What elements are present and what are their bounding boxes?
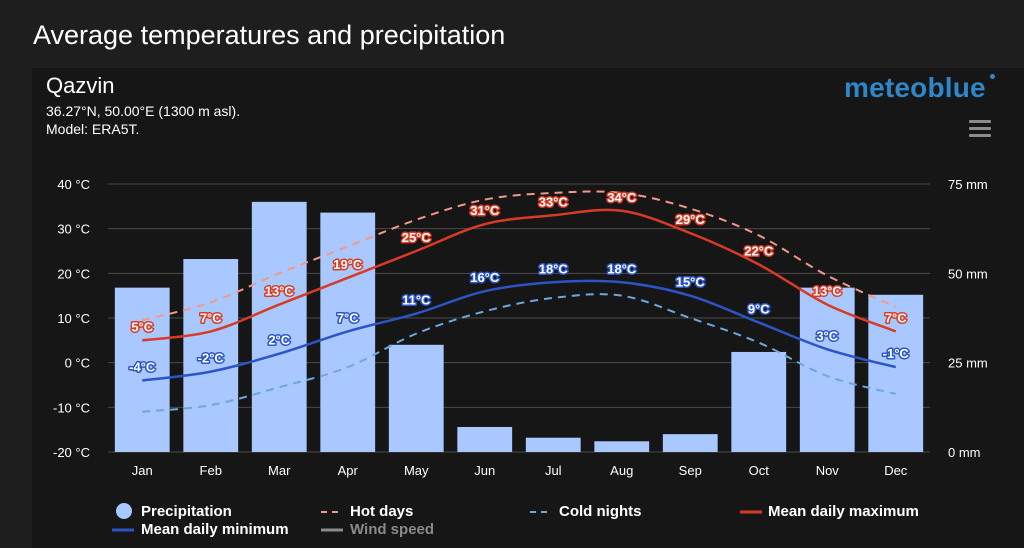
brand-logo: meteoblue — [844, 72, 986, 103]
series-lines — [141, 190, 897, 413]
precipitation-bars — [114, 201, 924, 452]
precipitation-bar — [594, 441, 650, 452]
mean-daily-minimum-label: 18°C — [607, 261, 637, 276]
mean-daily-minimum-label: 2°C — [268, 333, 290, 348]
mean-daily-maximum-label: 19°C — [333, 257, 363, 272]
mean-daily-maximum-label: 25°C — [402, 230, 432, 245]
legend-wind-speed-swatch — [321, 528, 343, 532]
legend-cold-nights[interactable]: Cold nights — [559, 503, 642, 520]
mean-daily-maximum-label: 29°C — [676, 212, 706, 227]
mean-daily-maximum-label: 13°C — [813, 284, 843, 299]
hamburger-menu-icon[interactable] — [969, 120, 991, 137]
y-right-tick-label: 0 mm — [948, 445, 981, 460]
x-tick-label: Jul — [545, 463, 562, 478]
y-left-tick-label: 40 °C — [57, 177, 90, 192]
x-tick-label: Oct — [749, 463, 770, 478]
precipitation-bar — [251, 201, 307, 452]
precipitation-bar — [183, 259, 239, 452]
x-tick-label: Mar — [268, 463, 291, 478]
mean-daily-maximum-line — [142, 208, 897, 342]
page-title: Average temperatures and precipitation — [33, 20, 506, 50]
mean-daily-minimum-line — [142, 279, 897, 382]
mean-daily-minimum-label: -1°C — [883, 346, 910, 361]
precipitation-bar — [799, 287, 855, 452]
y-right-tick-label: 75 mm — [948, 177, 988, 192]
y-left-tick-label: -10 °C — [53, 400, 90, 415]
cold-nights-line — [142, 293, 897, 413]
legend-hot-days-swatch — [321, 511, 343, 513]
mean-daily-minimum-label: 16°C — [470, 270, 500, 285]
grid — [108, 183, 930, 453]
legend-wind-speed[interactable]: Wind speed — [350, 521, 435, 538]
legend-mean-daily-maximum[interactable]: Mean daily maximum — [768, 503, 919, 520]
x-tick-label: Apr — [338, 463, 359, 478]
mean-daily-maximum-label: 34°C — [607, 190, 637, 205]
mean-daily-minimum-label: 3°C — [816, 328, 838, 343]
x-tick-label: Jun — [474, 463, 495, 478]
x-tick-label: Feb — [200, 463, 222, 478]
mean-daily-maximum-label: 33°C — [539, 194, 569, 209]
axes: 40 °C 30 °C 20 °C 10 °C 0 °C -10 °C -20 °C 75 m… — [53, 177, 988, 478]
location-coordinates: 36.27°N, 50.00°E (1300 m asl). — [46, 103, 241, 119]
hot-days-line — [141, 190, 897, 322]
precipitation-bar — [868, 294, 924, 452]
mean-daily-minimum-label: 15°C — [676, 275, 706, 290]
x-tick-label: Jan — [132, 463, 153, 478]
y-left-tick-label: 30 °C — [57, 222, 90, 237]
legend-precipitation[interactable]: Precipitation — [141, 503, 232, 520]
y-right-tick-label: 50 mm — [948, 266, 988, 281]
legend-mean-daily-minimum-swatch — [112, 528, 134, 532]
mean-daily-minimum-label: -4°C — [129, 360, 156, 375]
location-name: Qazvin — [46, 73, 115, 98]
legend-hot-days[interactable]: Hot days — [350, 503, 414, 520]
y-right-tick-label: 25 mm — [948, 356, 988, 371]
mean-daily-minimum-label: 18°C — [539, 261, 569, 276]
precipitation-bar — [731, 351, 787, 452]
precipitation-bar — [525, 437, 581, 452]
mean-daily-maximum-label: 13°C — [265, 284, 295, 299]
y-left-tick-label: 0 °C — [65, 356, 90, 371]
precipitation-bar — [457, 426, 513, 452]
precipitation-bar — [388, 344, 444, 452]
legend-cold-nights-swatch — [530, 511, 552, 513]
mean-daily-maximum-label: 31°C — [470, 203, 500, 218]
x-tick-label: Nov — [816, 463, 840, 478]
legend-mean-daily-minimum[interactable]: Mean daily minimum — [141, 521, 289, 538]
mean-daily-minimum-label: -2°C — [198, 351, 225, 366]
x-tick-label: Dec — [884, 463, 908, 478]
mean-daily-minimum-label: 7°C — [337, 310, 359, 325]
y-left-tick-label: 10 °C — [57, 311, 90, 326]
model-label: Model: ERA5T. — [46, 121, 140, 137]
y-left-tick-label: 20 °C — [57, 266, 90, 281]
data-labels: 5°C 7°C 13°C 19°C 25°C 31°C 33°C 34°C 29°C 22°C 13… — [128, 188, 911, 376]
mean-daily-minimum-label: 9°C — [748, 301, 770, 316]
mean-daily-maximum-label: 5°C — [131, 319, 153, 334]
mean-daily-maximum-label: 7°C — [200, 310, 222, 325]
precipitation-bar — [662, 434, 718, 452]
legend-precipitation-swatch — [116, 503, 132, 519]
x-tick-label: May — [404, 463, 429, 478]
legend-mean-daily-maximum-swatch — [740, 510, 762, 514]
mean-daily-minimum-label: 11°C — [402, 293, 431, 308]
mean-daily-maximum-label: 22°C — [744, 243, 774, 258]
x-tick-label: Sep — [679, 463, 702, 478]
x-tick-label: Aug — [610, 463, 633, 478]
mean-daily-maximum-label: 7°C — [885, 310, 907, 325]
brand-registered-icon — [990, 74, 995, 79]
y-left-tick-label: -20 °C — [53, 445, 90, 460]
